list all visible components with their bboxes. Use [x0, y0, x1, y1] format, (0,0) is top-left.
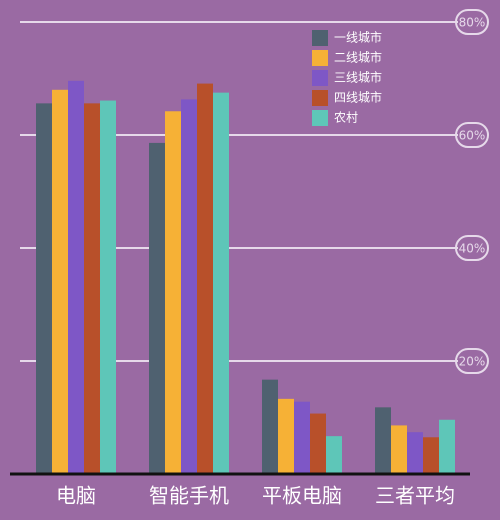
bar: [149, 142, 165, 474]
bar: [375, 407, 391, 474]
y-tick-label: 40%: [459, 242, 486, 256]
x-tick-label: 电脑: [56, 484, 96, 508]
bar: [310, 413, 326, 474]
tick-pill: [455, 9, 489, 35]
bar: [84, 103, 100, 475]
y-tick-label: 60%: [459, 129, 486, 143]
tick-pill: [455, 122, 489, 148]
y-tick-label: 20%: [459, 355, 486, 369]
x-tick-label: 三者平均: [375, 484, 455, 508]
bar: [52, 89, 68, 475]
legend-swatch: [312, 70, 328, 86]
legend-label: 一线城市: [334, 30, 382, 45]
legend-swatch: [312, 50, 328, 66]
bar: [197, 83, 213, 475]
legend-label: 农村: [334, 111, 358, 125]
bar: [181, 99, 197, 474]
y-tick-label: 80%: [459, 16, 486, 30]
bar: [165, 111, 181, 475]
bar: [213, 92, 229, 474]
tick-pill: [455, 235, 489, 261]
legend-label: 三线城市: [334, 70, 382, 85]
bar: [439, 419, 455, 474]
bar: [278, 398, 294, 474]
legend-label: 二线城市: [334, 50, 382, 65]
x-tick-label: 平板电脑: [262, 484, 342, 508]
bar: [68, 80, 84, 474]
legend-label: 四线城市: [334, 90, 382, 105]
tick-pill: [455, 348, 489, 374]
bar: [294, 401, 310, 474]
bar: [407, 432, 423, 474]
legend-swatch: [312, 30, 328, 46]
bar: [262, 379, 278, 474]
legend-swatch: [312, 110, 328, 126]
bar: [36, 103, 52, 475]
bar: [326, 436, 342, 474]
bar: [423, 437, 439, 474]
legend-swatch: [312, 90, 328, 106]
bar: [100, 100, 116, 474]
bar: [391, 425, 407, 474]
x-tick-label: 智能手机: [149, 484, 229, 508]
